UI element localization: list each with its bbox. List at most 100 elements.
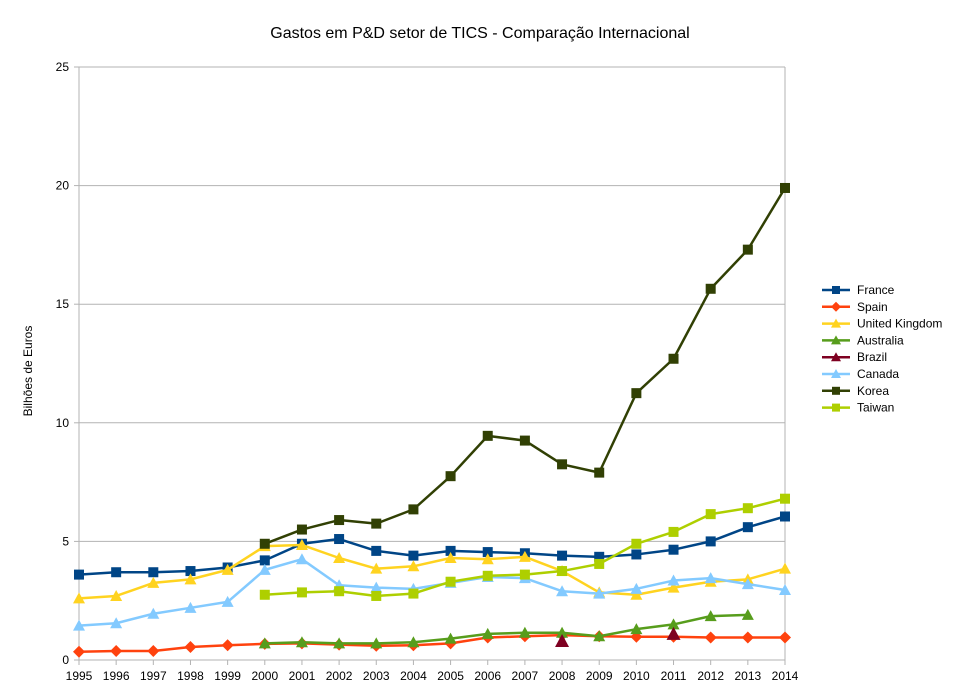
data-point-united-kingdom [110,589,123,601]
data-point-canada [110,617,123,629]
data-point-taiwan [482,570,493,581]
series-line-korea [264,187,787,545]
x-tick-label: 2010 [623,669,650,683]
legend-label: Canada [857,367,899,381]
legend-label: Brazil [857,350,887,364]
data-point-canada [741,578,754,590]
data-point-korea [780,182,790,193]
legend-swatch-marker [831,369,841,378]
chart-title: Gastos em P&D setor de TICS - Comparação… [270,25,689,42]
data-point-canada [704,572,717,584]
data-point-united-kingdom [518,550,531,562]
data-point-taiwan [668,526,679,537]
legend-swatch-marker [832,386,840,395]
legend-label: France [857,283,895,297]
data-point-korea [371,518,382,529]
data-point-korea [482,430,493,441]
data-point-france [557,550,568,561]
data-point-canada [258,563,271,575]
data-point-france [594,551,605,562]
data-point-australia [556,626,569,638]
data-point-france [631,549,642,560]
x-tick-label: 2002 [326,669,353,683]
data-point-france [445,545,456,556]
data-point-france [74,569,84,580]
data-point-korea [668,353,679,364]
series-canada [73,553,791,631]
data-point-canada [556,585,569,597]
data-point-korea [557,459,568,470]
legend-swatch-marker [832,403,840,412]
data-point-korea [705,283,716,294]
data-point-australia [630,623,643,635]
data-point-korea [296,524,307,535]
data-point-france [408,550,419,561]
legend-label: Taiwan [857,401,894,415]
data-point-taiwan [631,538,642,549]
legend-label: Korea [857,384,889,398]
x-tick-label: 2012 [697,669,724,683]
data-point-canada [630,582,643,594]
data-point-australia [481,627,494,639]
data-point-united-kingdom [779,562,791,574]
data-point-taiwan [519,569,530,580]
data-point-france [259,555,270,566]
x-tick-label: 2013 [734,669,761,683]
x-tick-label: 2006 [474,669,501,683]
data-point-korea [334,515,345,526]
data-point-taiwan [334,586,345,597]
legend-label: Australia [857,333,904,347]
y-tick-label: 0 [62,653,69,667]
data-point-taiwan [780,493,790,504]
data-point-canada [593,587,606,599]
series-australia [258,608,754,649]
data-point-korea [742,244,753,255]
legend-item-taiwan: Taiwan [822,401,894,415]
legend-swatch-marker [831,352,841,362]
data-point-taiwan [594,558,605,569]
x-tick-label: 1998 [177,669,204,683]
data-point-spain [779,631,791,644]
legend-item-australia: Australia [822,333,904,347]
data-point-australia [407,636,420,648]
legend-swatch-marker [831,335,841,345]
x-tick-label: 2005 [437,669,464,683]
data-point-france [148,567,159,578]
series-spain [73,629,791,658]
data-point-france [668,544,679,555]
series-line-australia [264,613,748,645]
y-tick-label: 15 [56,297,70,311]
data-point-france [185,566,196,577]
data-point-australia [741,608,754,620]
legend-label: Spain [857,300,888,314]
y-axis-title: Bilhões de Euros [21,326,35,417]
data-point-france [334,534,345,545]
data-point-united-kingdom [221,563,234,575]
data-point-canada [147,607,160,619]
series-group [73,182,791,658]
data-point-united-kingdom [667,581,680,593]
data-point-korea [445,471,456,482]
data-point-brazil [555,634,570,648]
x-tick-label: 2011 [661,669,687,683]
x-tick-label: 1995 [66,669,93,683]
y-tick-label: 10 [56,416,70,430]
legend-item-brazil: Brazil [822,350,887,364]
legend-swatch-marker [832,286,840,294]
data-point-australia [704,610,717,622]
data-point-canada [370,581,383,593]
legend-item-united-kingdom: United Kingdom [822,317,942,331]
data-point-france [742,522,753,533]
legend-swatch-marker [831,318,841,328]
x-tick-label: 2008 [549,669,576,683]
data-point-spain [704,631,717,644]
series-line-canada [78,557,786,627]
data-point-korea [408,504,419,515]
legend: France Spain United Kingdom Australia Brazil… [822,283,942,415]
data-point-spain [741,631,754,644]
data-point-canada [221,595,234,607]
legend-item-canada: Canada [822,367,899,381]
series-line-france [78,515,786,576]
x-tick-label: 1997 [140,669,167,683]
